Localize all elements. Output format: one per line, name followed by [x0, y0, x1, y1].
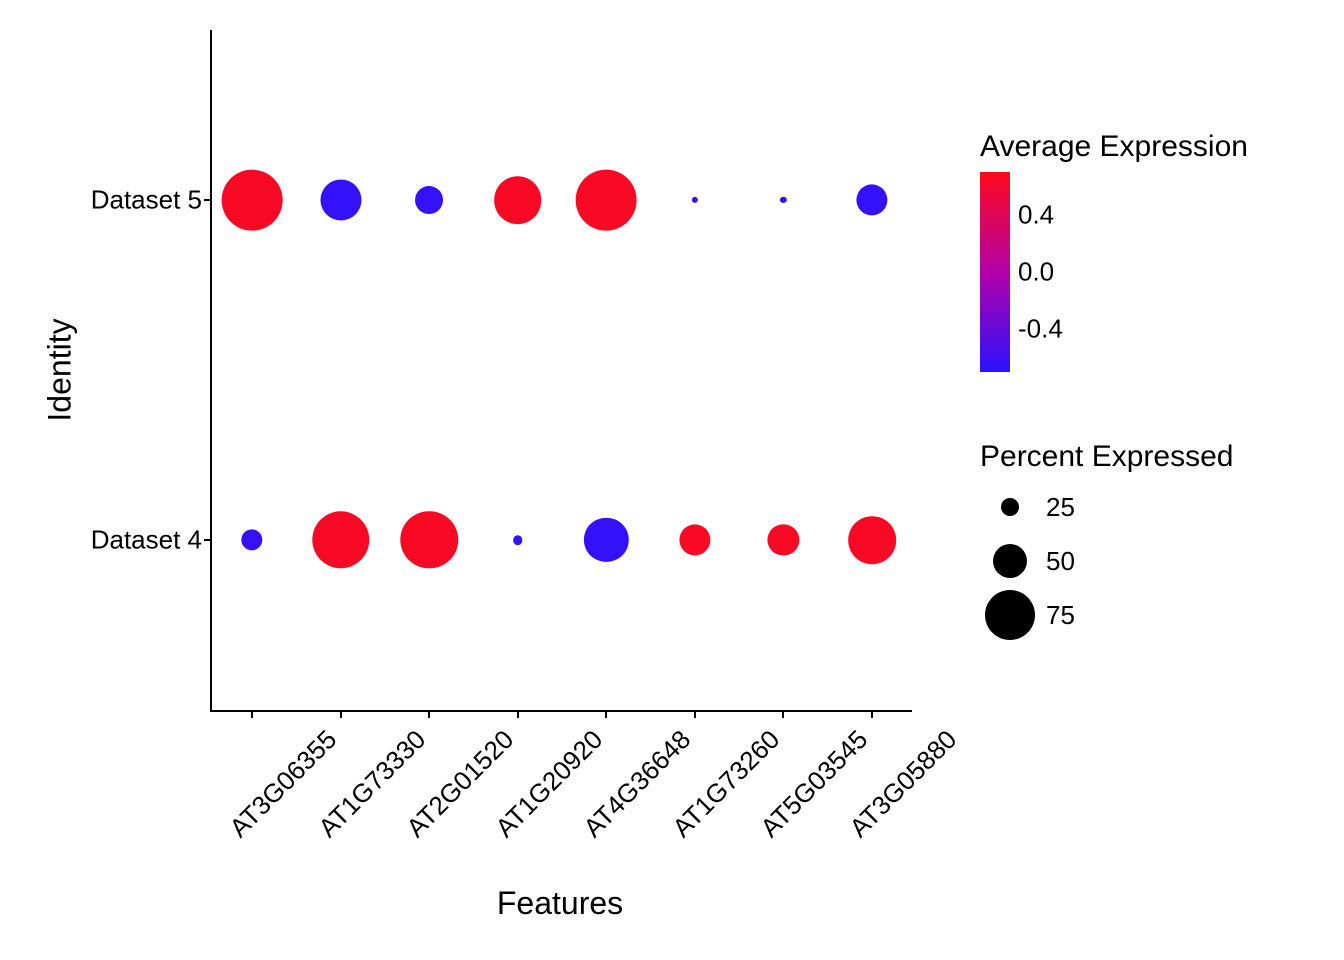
dot	[312, 511, 369, 568]
dot	[241, 529, 262, 550]
size-legend-row: 25	[980, 482, 1233, 532]
size-legend-label: 50	[1046, 546, 1075, 577]
dot	[320, 179, 361, 220]
dot	[692, 197, 698, 203]
x-tick-mark	[340, 710, 342, 718]
colorbar-tick-label: 0.0	[1018, 257, 1054, 288]
size-legend-label: 75	[1046, 600, 1075, 631]
dot	[513, 535, 523, 545]
dot	[679, 524, 710, 555]
size-legend-row: 75	[980, 590, 1233, 640]
x-tick-mark	[428, 710, 430, 718]
dot	[400, 511, 457, 568]
dot	[780, 197, 786, 203]
color-legend-title: Average Expression	[980, 130, 1248, 164]
x-tick-mark	[251, 710, 253, 718]
dot	[494, 176, 542, 224]
colorbar-tick-label: -0.4	[1018, 314, 1063, 345]
dot	[415, 186, 443, 214]
dot	[584, 518, 628, 562]
dot	[768, 524, 799, 555]
size-legend-title: Percent Expressed	[980, 440, 1233, 474]
x-tick-mark	[871, 710, 873, 718]
x-tick-mark	[782, 710, 784, 718]
dot	[848, 516, 896, 564]
x-tick-mark	[605, 710, 607, 718]
dotplot-chart: Dataset 4Dataset 5AT3G06355AT1G73330AT2G…	[0, 0, 1344, 960]
x-tick-mark	[517, 710, 519, 718]
size-legend-dot	[993, 544, 1028, 579]
size-legend-dot	[1001, 498, 1019, 516]
y-tick-label: Dataset 4	[91, 525, 212, 556]
y-tick-label: Dataset 5	[91, 185, 212, 216]
dot	[856, 184, 887, 215]
size-legend: Percent Expressed 25 50 75	[980, 440, 1233, 644]
dot	[576, 170, 637, 231]
size-legend-row: 50	[980, 536, 1233, 586]
size-legend-dot	[985, 590, 1036, 641]
plot-area: Dataset 4Dataset 5AT3G06355AT1G73330AT2G…	[210, 30, 912, 712]
colorbar-tick-label: 0.4	[1018, 199, 1054, 230]
size-legend-label: 25	[1046, 492, 1075, 523]
dot	[222, 170, 283, 231]
y-axis-title: Identity	[42, 318, 79, 421]
colorbar: 0.40.0-0.4	[980, 172, 1010, 372]
color-legend: Average Expression 0.40.0-0.4	[980, 130, 1248, 372]
x-axis-title: Features	[497, 885, 623, 922]
x-tick-mark	[694, 710, 696, 718]
